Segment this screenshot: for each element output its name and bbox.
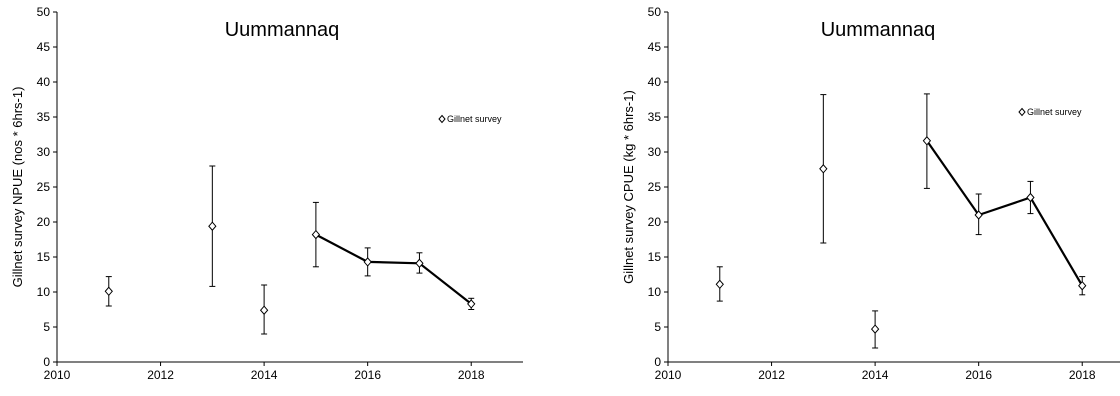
y-tick-label: 35 (37, 110, 51, 124)
chart-title: Uummannaq (225, 19, 340, 41)
data-point (208, 221, 217, 231)
y-tick-label: 15 (37, 250, 51, 264)
x-tick-label: 2010 (44, 368, 71, 382)
trend-line (925, 140, 1084, 287)
data-point (259, 305, 269, 315)
data-point (467, 299, 476, 309)
data-point (974, 210, 983, 220)
x-tick-label: 2018 (458, 368, 485, 382)
y-tick-label: 35 (648, 110, 662, 124)
data-point (104, 286, 113, 297)
y-tick-label: 40 (37, 75, 51, 89)
x-tick-label: 2016 (965, 368, 992, 382)
data-point (870, 324, 880, 334)
trend-line (315, 233, 472, 305)
x-tick-label: 2012 (758, 368, 785, 382)
y-tick-label: 50 (37, 5, 51, 19)
y-tick-label: 25 (37, 180, 51, 194)
y-tick-label: 0 (43, 355, 50, 369)
data-point (819, 164, 828, 174)
y-tick-label: 5 (654, 320, 661, 334)
y-axis-label: Gillnet survey NPUE (nos * 6hrs-1) (10, 87, 25, 288)
legend-marker (1018, 107, 1026, 117)
y-tick-label: 10 (37, 285, 51, 299)
data-point (715, 279, 724, 290)
y-tick-label: 15 (648, 250, 662, 264)
chart-title: Uummannaq (821, 19, 936, 41)
data-point (415, 258, 424, 269)
y-tick-label: 20 (648, 215, 662, 229)
x-tick-label: 2018 (1069, 368, 1096, 382)
x-tick-label: 2010 (655, 368, 682, 382)
y-tick-label: 0 (654, 355, 661, 369)
y-tick-label: 30 (648, 145, 662, 159)
data-point (1078, 280, 1087, 291)
y-tick-label: 30 (37, 145, 51, 159)
y-tick-label: 45 (37, 40, 51, 54)
legend-label: Gillnet survey (1027, 107, 1082, 117)
data-point (1026, 192, 1035, 203)
y-tick-label: 25 (648, 180, 662, 194)
data-point (363, 257, 372, 267)
y-tick-label: 40 (648, 75, 662, 89)
y-tick-label: 20 (37, 215, 51, 229)
data-point (922, 136, 932, 146)
legend-marker (438, 114, 446, 124)
y-axis-label: Gillnet survey CPUE (kg * 6hrs-1) (621, 90, 636, 284)
x-tick-label: 2012 (147, 368, 174, 382)
x-tick-label: 2014 (251, 368, 278, 382)
data-point (311, 229, 321, 240)
y-tick-label: 10 (648, 285, 662, 299)
x-tick-label: 2016 (354, 368, 381, 382)
y-tick-label: 45 (648, 40, 662, 54)
chart-cpue: 0 5 10 15 20 25 30 35 40 45 50 2010 2012 2014 2016 2018… (621, 5, 1120, 382)
x-tick-label: 2014 (862, 368, 889, 382)
y-tick-label: 50 (648, 5, 662, 19)
chart-npue: 0 5 10 15 20 25 30 35 40 45 50 2010 2012 2014 2016 2018… (10, 5, 523, 382)
legend-label: Gillnet survey (447, 114, 502, 124)
y-tick-label: 5 (43, 320, 50, 334)
